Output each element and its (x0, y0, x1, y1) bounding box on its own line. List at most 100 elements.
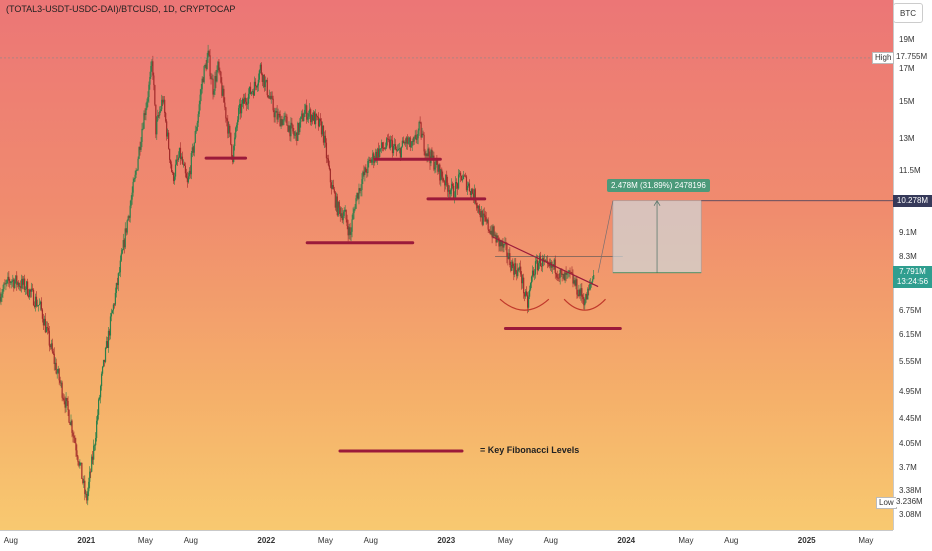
candle-body (102, 359, 105, 367)
currency-button[interactable]: BTC (893, 3, 923, 23)
candle-body (275, 111, 277, 113)
candle-body (453, 185, 455, 198)
candle-body (397, 149, 400, 151)
y-tick-label: 6.15M (899, 329, 922, 339)
candle-body (194, 131, 196, 143)
candle-body (492, 226, 494, 238)
candle-body (139, 147, 141, 150)
candle-body (295, 132, 297, 136)
chart-area[interactable]: (TOTAL3-USDT-USDC-DAI)/BTCUSD, 1D, CRYPT… (0, 0, 893, 530)
candle-body (148, 84, 150, 97)
candle-body (184, 165, 187, 174)
candle-body (252, 91, 255, 96)
candle-body (224, 102, 226, 108)
candle-body (72, 432, 74, 436)
candle-body (509, 253, 511, 265)
candle-body (236, 125, 238, 128)
candle-body (185, 173, 187, 179)
candle-body (303, 116, 305, 122)
candle-body (168, 132, 170, 149)
candle-body (508, 253, 510, 259)
candle-body (371, 159, 373, 163)
y-tick-label: 3.38M (899, 486, 922, 496)
candle-body (362, 171, 364, 180)
candle-body (463, 175, 466, 177)
candle-body (331, 185, 333, 189)
candle-body (231, 144, 233, 157)
candle-body (117, 273, 119, 286)
x-tick-label: May (678, 536, 694, 545)
candle-body (152, 61, 154, 76)
candle-body (106, 341, 109, 348)
candle-body (17, 282, 19, 285)
candle-body (20, 286, 22, 289)
candle-body (151, 61, 153, 66)
candle-body (528, 296, 530, 308)
candle-body (476, 205, 478, 209)
candle-body (380, 148, 382, 150)
candle-body (100, 373, 103, 387)
price-axis[interactable]: 21M19M17M15M13M11.5M9.1M8.3M6.75M6.15M5.… (893, 0, 932, 530)
candle-body (501, 241, 503, 247)
candle-body (427, 148, 429, 157)
candle-body (319, 118, 322, 122)
candle-body (43, 318, 45, 326)
candle-body (5, 283, 7, 285)
candle-body (578, 289, 580, 297)
candle-body (531, 270, 534, 277)
candle-body (163, 99, 165, 103)
candle-body (237, 119, 239, 126)
time-axis[interactable]: Aug 2021 May Aug 2022 May Aug 2023 May Aug 2024 May… (0, 530, 893, 551)
candle-body (340, 213, 342, 217)
candle-body (523, 277, 525, 294)
candle-body (202, 78, 204, 83)
candle-body (369, 159, 371, 161)
candle-body (553, 259, 555, 267)
candle-body (244, 97, 247, 102)
candle-body (16, 275, 18, 285)
candle-body (342, 215, 344, 221)
candle-body (527, 295, 529, 308)
y-tick-label: 13M (899, 134, 915, 144)
bottom-arc-right (563, 298, 606, 311)
y-tick-label: 15M (899, 97, 915, 106)
candle-body (511, 261, 513, 271)
candle-body (116, 282, 118, 286)
candle-body (449, 189, 451, 195)
candle-body (517, 268, 519, 277)
price-chart-svg[interactable] (0, 0, 893, 530)
candle-body (288, 125, 290, 132)
candle-body (411, 141, 413, 146)
candle-body (261, 73, 263, 82)
candle-body (111, 310, 114, 314)
candle-body (259, 64, 261, 71)
candle-body (349, 227, 351, 235)
candle-body (4, 283, 6, 285)
candle-body (18, 282, 20, 287)
candle-body (478, 205, 480, 213)
candle-body (385, 138, 388, 148)
candle-body (297, 122, 299, 141)
candle-body (377, 148, 379, 160)
candle-body (19, 286, 21, 288)
candle-body (255, 86, 258, 88)
candle-body (343, 211, 345, 216)
candle-body (263, 74, 265, 88)
candle-body (291, 122, 293, 125)
candle-body (83, 480, 85, 484)
candle-body (193, 142, 195, 153)
candle-body (9, 280, 11, 283)
candle-body (442, 176, 444, 181)
candle-body (491, 230, 493, 238)
candle-body (322, 125, 325, 143)
candle-body (63, 398, 65, 402)
candle-body (290, 122, 292, 137)
candle-body (199, 94, 201, 105)
candle-body (383, 148, 385, 149)
candle-body (530, 276, 533, 284)
candle-body (183, 163, 186, 166)
candle-body (81, 462, 83, 479)
candle-body (165, 112, 167, 122)
candle-body (418, 121, 420, 131)
candle-body (70, 420, 72, 425)
